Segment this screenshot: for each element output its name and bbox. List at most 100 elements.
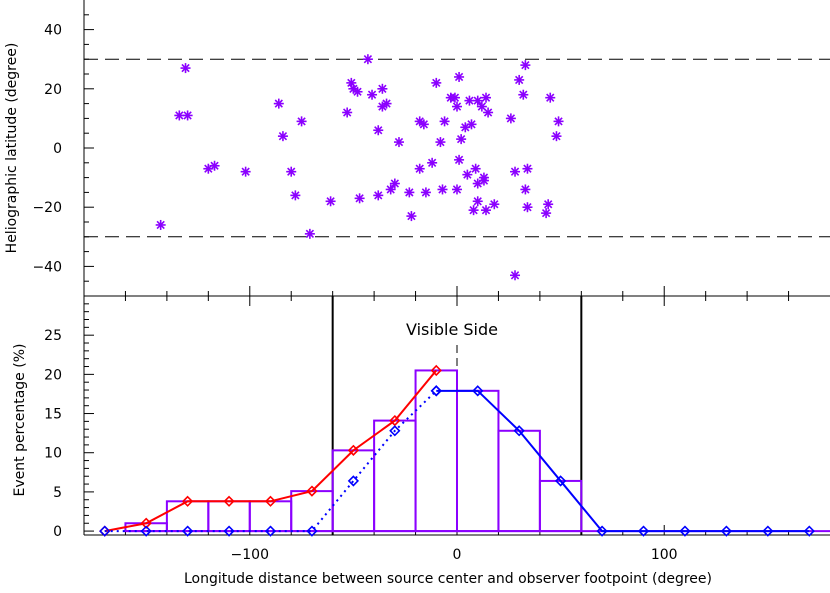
series-marker	[181, 525, 194, 537]
asterisk-stroke	[483, 108, 493, 117]
series-marker	[99, 525, 111, 537]
asterisk-stroke	[463, 170, 472, 179]
series-line	[436, 389, 810, 533]
series-marker	[223, 525, 235, 537]
asterisk-stroke	[405, 188, 414, 197]
asterisk-stroke	[467, 120, 476, 129]
scatter-point	[481, 92, 492, 103]
asterisk-stroke	[481, 205, 491, 215]
asterisk-stroke	[374, 191, 383, 200]
bottom-x-tick-label: 0	[453, 547, 462, 563]
scatter-point	[481, 205, 492, 216]
series-marker	[264, 495, 277, 507]
asterisk-stroke	[473, 197, 482, 206]
scatter-point	[290, 190, 301, 201]
scatter-point	[466, 119, 477, 130]
series-marker	[679, 525, 691, 537]
asterisk-stroke	[450, 93, 460, 102]
asterisk-stroke	[521, 60, 530, 70]
scatter-point	[381, 98, 392, 109]
asterisk-stroke	[210, 161, 219, 170]
scatter-point	[472, 196, 483, 207]
series-marker	[472, 385, 484, 397]
histogram-bar	[290, 490, 334, 533]
asterisk-stroke	[291, 191, 300, 200]
asterisk-stroke	[510, 167, 520, 176]
scatter-point	[553, 116, 564, 127]
asterisk-stroke	[415, 164, 424, 173]
bottom-y-tick-label: 15	[44, 407, 62, 423]
scatter-point	[476, 101, 487, 112]
asterisk-stroke	[382, 99, 391, 108]
asterisk-stroke	[181, 63, 190, 73]
scatter-point	[354, 193, 365, 204]
asterisk-stroke	[477, 102, 487, 111]
asterisk-stroke	[419, 120, 429, 129]
asterisk-stroke	[353, 87, 362, 96]
asterisk-stroke	[436, 137, 445, 147]
scatter-point	[180, 63, 191, 74]
scatter-point	[385, 184, 396, 195]
asterisk-stroke	[481, 93, 491, 102]
series-marker	[637, 525, 650, 537]
scatter-point	[273, 98, 284, 109]
asterisk-stroke	[374, 126, 383, 135]
top-y-tick-label: 0	[53, 141, 62, 157]
top-y-tick-label: 40	[44, 23, 62, 39]
series-marker	[430, 385, 442, 397]
scatter-point	[209, 160, 220, 171]
asterisk-stroke	[378, 84, 387, 93]
asterisk-stroke	[305, 229, 315, 239]
scatter-point	[454, 154, 465, 165]
scatter-point	[393, 137, 404, 148]
asterisk-stroke	[554, 117, 563, 126]
scatter-point	[543, 199, 554, 210]
series-marker	[389, 425, 401, 437]
asterisk-stroke	[297, 117, 306, 126]
scatter-point	[427, 157, 438, 168]
scatter-point	[505, 113, 516, 124]
scatter-point	[277, 131, 288, 142]
scatter-point	[414, 163, 425, 174]
series-marker	[223, 495, 235, 507]
asterisk-stroke	[274, 99, 283, 108]
series-marker	[803, 525, 815, 537]
scatter-point	[182, 110, 193, 121]
scatter-point	[286, 166, 297, 177]
series-marker	[140, 517, 152, 529]
bottom-y-tick-label: 0	[53, 524, 62, 540]
series-marker	[762, 525, 774, 537]
asterisk-stroke	[465, 96, 474, 105]
visible-side-annotation: Visible Side	[406, 320, 498, 339]
scatter-point	[352, 86, 363, 97]
asterisk-stroke	[521, 185, 530, 194]
histogram-bar	[456, 389, 500, 533]
asterisk-stroke	[326, 197, 335, 206]
series-marker	[347, 444, 360, 457]
scatter-point	[155, 219, 166, 230]
asterisk-stroke	[175, 111, 184, 120]
bottom-y-tick-label: 10	[44, 446, 62, 462]
asterisk-stroke	[523, 164, 532, 173]
asterisk-stroke	[479, 176, 489, 185]
scatter-point	[462, 169, 473, 180]
bottom-xlabel: Longitude distance between source center…	[184, 571, 712, 587]
histogram-bar	[373, 419, 417, 533]
series-marker	[347, 475, 360, 487]
asterisk-stroke	[552, 131, 561, 141]
asterisk-stroke	[546, 93, 555, 102]
event-percentage-panel: 0 5 10 15 20 25 −100 0 100	[44, 295, 830, 563]
scatter-point	[362, 54, 373, 65]
series-marker	[181, 495, 194, 507]
asterisk-stroke	[440, 117, 449, 126]
asterisk-stroke	[156, 220, 165, 230]
asterisk-stroke	[390, 179, 399, 188]
series-marker	[389, 414, 401, 427]
bottom-x-tick-label: 100	[651, 547, 678, 563]
scatter-point	[435, 137, 446, 148]
series-marker	[596, 525, 608, 537]
bottom-y-tick-label: 20	[44, 367, 62, 383]
top-y-tick-label: −40	[32, 259, 62, 275]
latitude-scatter-panel: −40 −20 0 20 40	[32, 0, 830, 296]
scatter-point	[454, 71, 465, 82]
